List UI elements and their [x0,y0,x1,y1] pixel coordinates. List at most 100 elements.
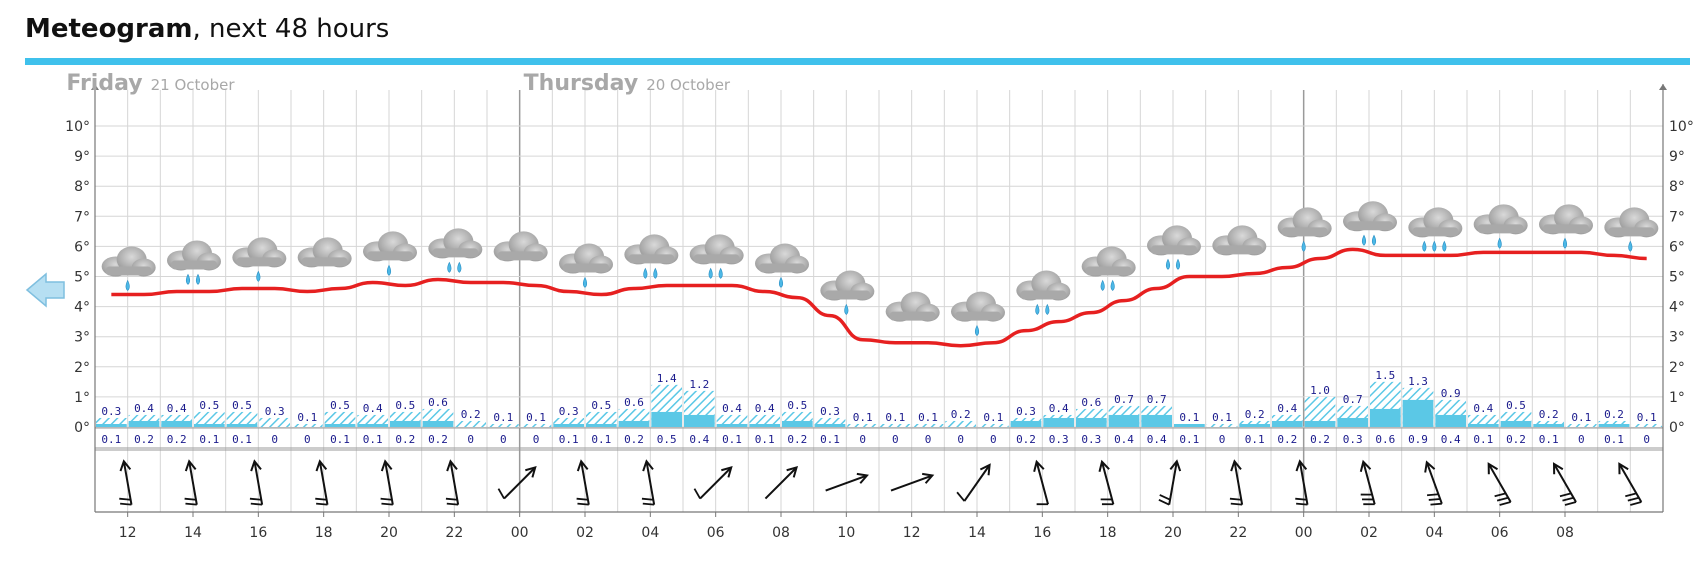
precip-bar-max [1631,423,1662,427]
cloud-base [563,263,609,273]
precip-max-label: 0.5 [199,399,219,412]
precip-bar-min [390,420,421,427]
cloud-icon [232,237,287,282]
precip-min-label: 0 [467,433,474,446]
precip-max-label: 0.3 [820,405,840,418]
axis-labels: 0° 0° 1° 1° 2° 2° 3° 3° 4° 4° 5° 5° 6° 6° 7° 7° 8° 8° 9° 9°… [65,71,1694,541]
temperature-series [111,247,1647,348]
wind-shaft [1426,463,1443,505]
raindrop-icon [708,267,713,279]
precip-min-label: 0 [925,433,932,446]
precip-min-label: 0.2 [395,433,415,446]
y-tick-label-left: 2° [74,360,90,376]
x-tick-label: 22 [1229,525,1247,541]
wind-barb-icon [956,463,991,502]
raindrop-icon [653,267,658,279]
x-tick-label: 12 [119,525,137,541]
day-date: 20 October [646,76,731,94]
x-tick-label: 14 [184,525,202,541]
precip-bar-min [1500,420,1532,427]
wind-feather [250,502,263,506]
y-tick-label-right: 8° [1669,179,1685,195]
precip-max-label: 0.4 [167,402,187,415]
wind-feather [1158,498,1170,506]
cloud-icon [167,240,221,285]
precip-bar-max [1206,423,1238,427]
cloud-icon [820,270,875,315]
precip-max-label: 0.7 [1343,393,1363,406]
precip-min-label: 0 [304,433,311,446]
wind-feather [1230,502,1243,506]
raindrop-icon [125,279,130,291]
wind-barb-icon [445,459,460,506]
precip-min-label: 0.2 [134,433,154,446]
cloud-base [628,254,675,264]
wind-shaft [188,463,198,505]
precip-max-label: 0.7 [1114,393,1134,406]
precip-min-label: 0.2 [787,433,807,446]
wind-feather [576,497,589,501]
precip-bar-min [814,423,846,427]
raindrop-icon [185,273,191,285]
raindrop-icon [1562,237,1568,249]
title-rest: , next 48 hours [192,14,390,44]
wind-barb-icon [119,459,133,506]
wind-shaft [253,463,264,505]
precip-bar-min [1239,423,1270,427]
precip-bar-min [684,414,715,427]
precip-bar-max [226,411,258,427]
wind-shaft [449,463,460,505]
wind-arrowhead [1098,459,1110,472]
precip-max-label: 0.1 [1212,411,1232,424]
precip-bar-max [324,411,356,427]
wind-feather [1559,492,1572,498]
wind-arrowhead [1295,459,1308,472]
precip-bar-max [978,423,1009,427]
x-tick-label: 18 [315,525,333,541]
precip-min-label: 0.2 [428,433,448,446]
cloud-base [889,311,936,321]
wind-arrowhead [1424,460,1436,473]
arrow-left-icon[interactable] [25,272,65,308]
cloud-base [432,248,479,258]
x-tick-label: 16 [249,525,267,541]
precip-bar-min [1043,417,1074,427]
cloud-icon [1473,204,1528,249]
precip-max-label: 0.2 [1539,408,1559,421]
precip-max-label: 1.0 [1310,384,1330,397]
precip-max-label: 0.2 [1245,408,1265,421]
precip-bar-min [553,423,584,427]
wind-barb-icon [1359,459,1376,506]
wind-barb-icon [825,472,869,492]
y-tick-label-right: 10° [1669,119,1694,135]
y-tick-label-left: 8° [74,179,90,195]
back-arrow-button[interactable] [25,272,65,308]
precip-max-label: 0.7 [1147,393,1167,406]
cloud-base [1085,266,1132,276]
precip-max-label: 1.4 [657,372,677,385]
wind-feather [1564,501,1577,506]
wind-feather [1036,503,1049,506]
precip-min-label: 0 [500,433,507,446]
precip-min-label: 0 [859,433,866,446]
precip-max-label: 0.9 [1441,387,1461,400]
cloud-icon [559,243,613,288]
wind-barb-icon [1424,460,1443,506]
wind-feather [1296,502,1308,506]
precip-max-label: 0.4 [363,402,383,415]
precip-min-label: 0.1 [1473,433,1493,446]
wind-feather [1627,496,1640,502]
precip-min-label: 0.2 [1277,433,1297,446]
wind-arrowhead [1552,462,1564,475]
precip-max-label: 0.4 [722,402,742,415]
precip-bar-max [912,423,944,427]
raindrop-icon [1628,240,1633,252]
raindrop-icon [718,267,723,279]
precip-min-label: 0.2 [624,433,644,446]
raindrop-icon [1442,240,1447,252]
cloud-base [1543,224,1589,234]
y-tick-label-right: 3° [1669,330,1685,346]
x-tick-label: 00 [1295,525,1313,541]
wind-arrowhead [184,459,197,472]
